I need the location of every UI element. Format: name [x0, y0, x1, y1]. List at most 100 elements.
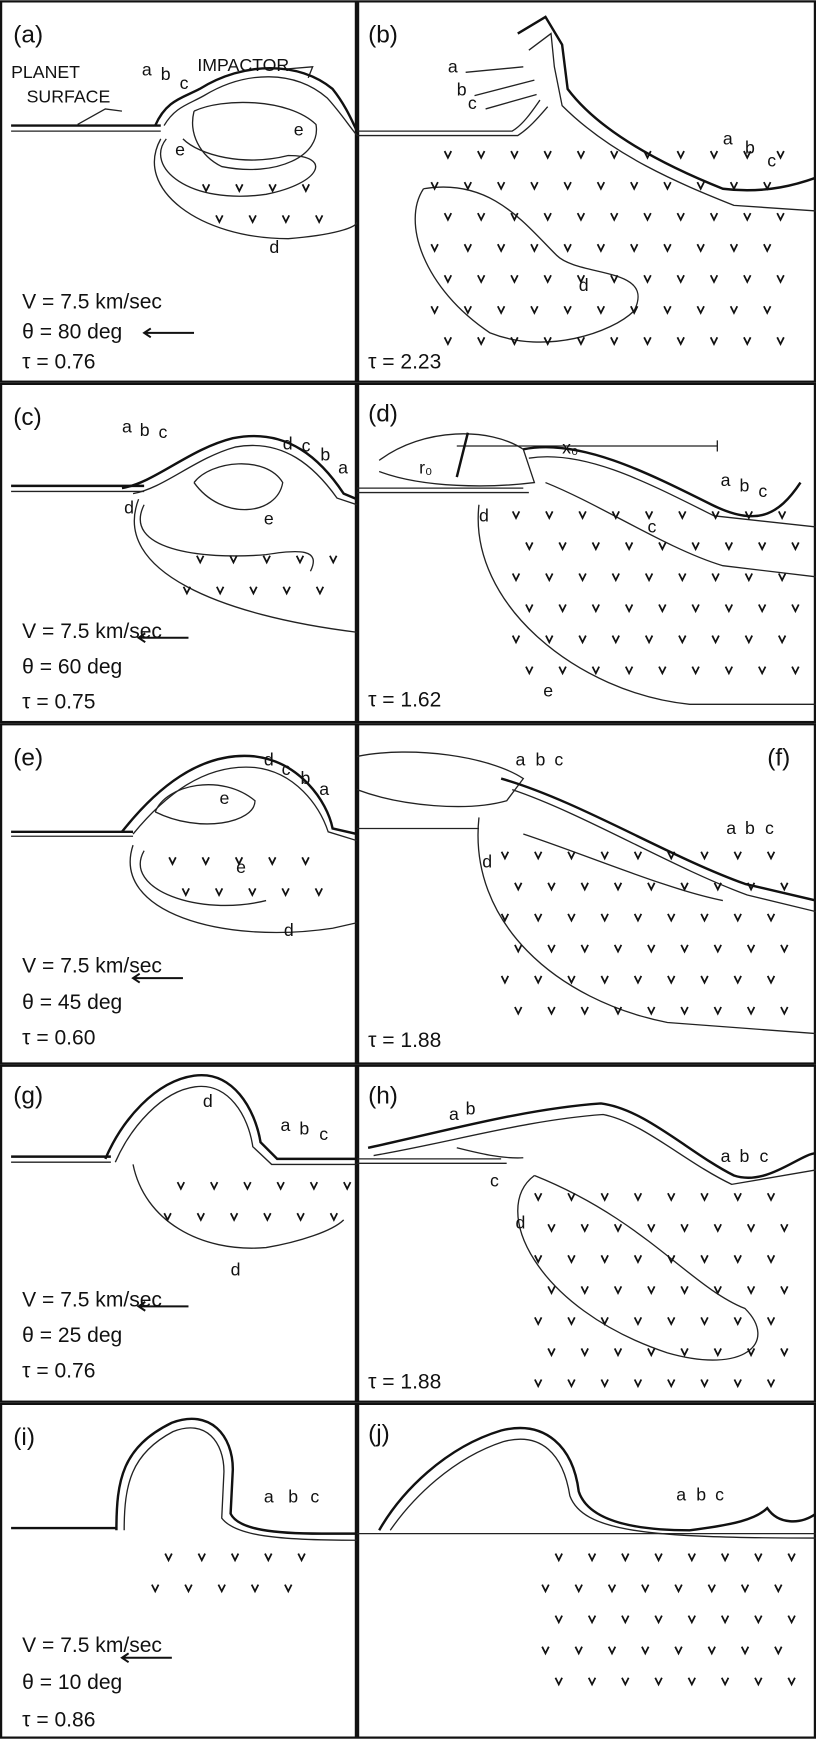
- flow-arrow: [655, 1678, 662, 1685]
- flow-arrow: [575, 1647, 582, 1654]
- contour-label: a: [516, 749, 526, 769]
- flow-arrow: [714, 883, 721, 890]
- panel-content: [11, 1075, 357, 1311]
- flow-arrow: [635, 1317, 642, 1324]
- contour-label: b: [288, 1487, 298, 1507]
- flow-arrow: [531, 244, 538, 251]
- flow-arrow: [581, 1286, 588, 1293]
- contour-label: c: [758, 481, 767, 501]
- parameter: θ = 10 deg: [22, 1671, 122, 1694]
- flow-arrow: [589, 1616, 596, 1623]
- flow-arrow: [431, 306, 438, 313]
- panel: (b)abcabcdτ = 2.23: [357, 1, 816, 381]
- panel-content: [357, 17, 816, 344]
- flow-arrow: [788, 1554, 795, 1561]
- flow-arrow: [611, 337, 618, 344]
- parameter: τ = 1.88: [368, 1370, 441, 1393]
- contour-line: [155, 785, 255, 824]
- flow-arrow: [601, 914, 608, 921]
- flow-arrow: [635, 1193, 642, 1200]
- contour-label: e: [543, 681, 553, 701]
- flow-arrow: [697, 244, 704, 251]
- flow-arrow: [692, 667, 699, 674]
- contour-label: b: [299, 1118, 309, 1138]
- flow-arrow: [792, 667, 799, 674]
- flow-arrow: [282, 888, 289, 895]
- flow-arrow: [478, 151, 485, 158]
- flow-arrow: [283, 215, 290, 222]
- flow-arrow: [714, 1348, 721, 1355]
- contour-line: [486, 95, 537, 109]
- flow-arrow: [542, 1647, 549, 1654]
- flow-arrow: [664, 182, 671, 189]
- flow-arrow: [714, 945, 721, 952]
- flow-arrow: [701, 852, 708, 859]
- flow-arrow: [269, 184, 276, 191]
- flow-arrow: [285, 1585, 292, 1592]
- flow-arrow: [622, 1678, 629, 1685]
- flow-arrow: [544, 275, 551, 282]
- contour-label: b: [161, 64, 171, 84]
- flow-arrow: [635, 914, 642, 921]
- flow-arrow: [788, 1678, 795, 1685]
- flow-arrow: [781, 945, 788, 952]
- flow-arrow: [513, 511, 520, 518]
- flow-arrow: [316, 888, 323, 895]
- flow-arrow: [568, 1255, 575, 1262]
- flow-arrow: [646, 573, 653, 580]
- panel: (h)abcabcdτ = 1.88: [357, 1066, 816, 1402]
- flow-arrow: [298, 1554, 305, 1561]
- parameter: τ = 2.23: [368, 350, 441, 373]
- flow-arrow: [734, 976, 741, 983]
- impact-outline: [105, 1075, 357, 1159]
- contour-label: c: [180, 73, 189, 93]
- flow-arrow: [535, 852, 542, 859]
- flow-arrow: [568, 976, 575, 983]
- flow-arrow: [579, 511, 586, 518]
- flow-arrow: [198, 1554, 205, 1561]
- flow-arrow: [755, 1554, 762, 1561]
- flow-arrow: [668, 914, 675, 921]
- flow-arrow: [779, 573, 786, 580]
- parameter: V = 7.5 km/sec: [22, 291, 162, 314]
- flow-arrow: [701, 1255, 708, 1262]
- flow-arrow: [615, 945, 622, 952]
- flow-arrow: [731, 306, 738, 313]
- contour-label: a: [449, 1104, 459, 1124]
- flow-arrow: [198, 1213, 205, 1220]
- flow-arrow: [502, 976, 509, 983]
- flow-arrow: [445, 151, 452, 158]
- flow-arrow: [283, 587, 290, 594]
- annotation: r₀: [419, 458, 432, 478]
- flow-arrow: [755, 1616, 762, 1623]
- flow-arrow: [465, 182, 472, 189]
- flow-arrow: [768, 1380, 775, 1387]
- flow-arrow: [568, 1193, 575, 1200]
- flow-arrow: [202, 857, 209, 864]
- flow-arrow: [531, 182, 538, 189]
- flow-arrow: [601, 1380, 608, 1387]
- contour-label: a: [142, 60, 152, 80]
- flow-arrow: [744, 213, 751, 220]
- flow-arrow: [677, 151, 684, 158]
- panel-border: [1, 1066, 356, 1402]
- flow-arrow: [744, 275, 751, 282]
- flow-arrow: [792, 542, 799, 549]
- flow-arrow: [775, 1585, 782, 1592]
- flow-arrow: [701, 1193, 708, 1200]
- contour-label: b: [745, 818, 755, 838]
- flow-arrow: [535, 1380, 542, 1387]
- flow-arrow: [642, 1585, 649, 1592]
- flow-arrow: [681, 945, 688, 952]
- flow-arrow: [689, 1554, 696, 1561]
- flow-arrow: [231, 1213, 238, 1220]
- impact-outline: [368, 1103, 816, 1177]
- contour-label: a: [448, 56, 458, 76]
- flow-arrow: [575, 1585, 582, 1592]
- flow-arrow: [265, 1554, 272, 1561]
- contour-label: c: [159, 422, 168, 442]
- flow-arrow: [216, 888, 223, 895]
- flow-arrow: [664, 306, 671, 313]
- flow-arrow: [578, 213, 585, 220]
- flow-arrow: [659, 542, 666, 549]
